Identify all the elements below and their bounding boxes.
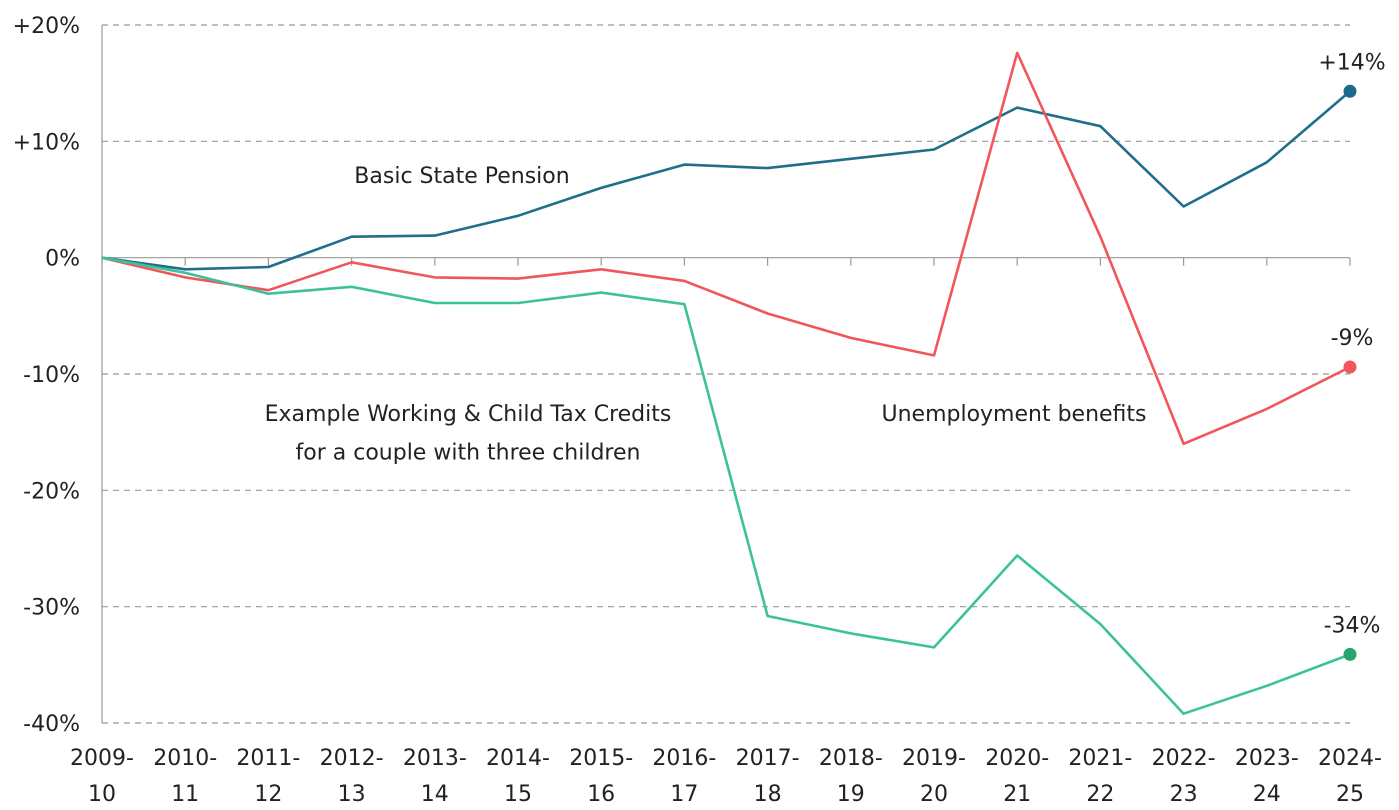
- x-tick-label: 2023-: [1235, 746, 1299, 771]
- x-tick-label: 10: [88, 782, 116, 807]
- x-tick-label: 16: [587, 782, 615, 807]
- x-tick-label: 24: [1253, 782, 1281, 807]
- x-tick-label: 17: [670, 782, 698, 807]
- y-tick-label: -30%: [23, 596, 80, 621]
- end-dot: [1343, 647, 1357, 661]
- end-dot: [1343, 360, 1357, 374]
- series-line: [101, 51, 1351, 446]
- series-line: [101, 256, 1351, 715]
- x-tick-label: 2015-: [569, 746, 633, 771]
- x-tick-label: 15: [504, 782, 532, 807]
- series-label: Example Working & Child Tax Credits for a…: [265, 402, 672, 466]
- value-label: -34%: [1324, 613, 1381, 638]
- x-tick-label: 2024-: [1318, 746, 1382, 771]
- y-tick-label: -20%: [23, 479, 80, 504]
- series-line: [101, 90, 1351, 271]
- series-label: Unemployment benefits: [881, 402, 1146, 427]
- x-tick-label: 21: [1003, 782, 1031, 807]
- y-tick-label: -40%: [23, 712, 80, 737]
- x-tick-label: 13: [338, 782, 366, 807]
- x-tick-label: 2010-: [153, 746, 217, 771]
- x-tick-label: 25: [1336, 782, 1364, 807]
- x-tick-label: 2019-: [902, 746, 966, 771]
- x-tick-label: 22: [1086, 782, 1114, 807]
- x-tick-label: 23: [1170, 782, 1198, 807]
- y-tick-label: 0%: [45, 247, 80, 272]
- x-tick-label: 2016-: [652, 746, 716, 771]
- x-tick-label: 2011-: [236, 746, 300, 771]
- x-tick-label: 18: [754, 782, 782, 807]
- x-tick-label: 11: [171, 782, 199, 807]
- x-tick-label: 2009-: [70, 746, 134, 771]
- x-tick-label: 2014-: [486, 746, 550, 771]
- x-tick-label: 2021-: [1068, 746, 1132, 771]
- x-tick-label: 2020-: [985, 746, 1049, 771]
- y-tick-label: +10%: [13, 130, 80, 155]
- end-dot: [1343, 84, 1357, 98]
- value-label: -9%: [1331, 326, 1374, 351]
- x-tick-label: 19: [837, 782, 865, 807]
- x-tick-label: 2018-: [819, 746, 883, 771]
- x-tick-label: 12: [254, 782, 282, 807]
- x-tick-label: 2012-: [320, 746, 384, 771]
- y-tick-label: -10%: [23, 363, 80, 388]
- x-tick-label: 2013-: [403, 746, 467, 771]
- x-tick-label: 14: [421, 782, 449, 807]
- x-tick-label: 20: [920, 782, 948, 807]
- x-tick-label: 2022-: [1152, 746, 1216, 771]
- value-label: +14%: [1318, 50, 1385, 75]
- y-tick-label: +20%: [13, 14, 80, 39]
- series-label: Basic State Pension: [354, 164, 569, 189]
- x-tick-label: 2017-: [736, 746, 800, 771]
